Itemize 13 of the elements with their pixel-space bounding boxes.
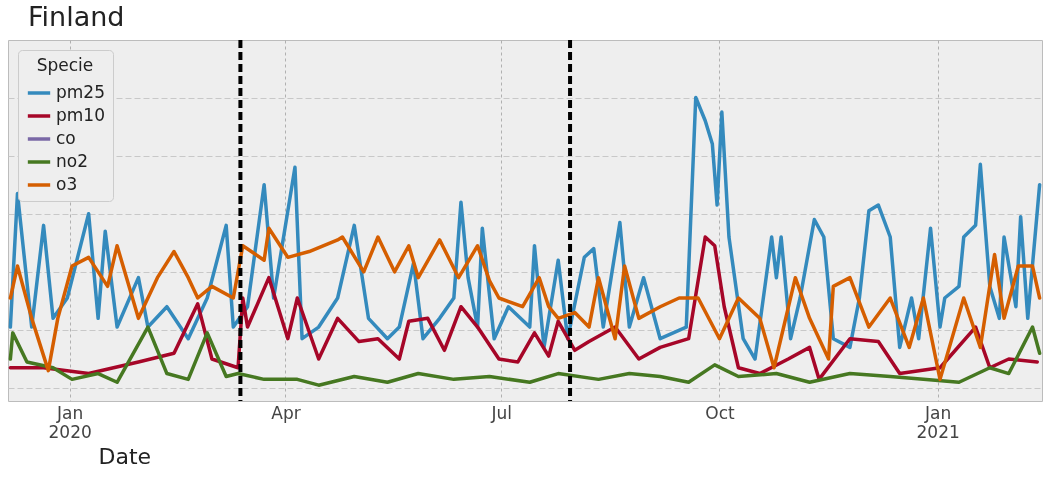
x-tick-label: Jan 2021 — [916, 402, 960, 442]
x-tick-label: Jul — [490, 402, 513, 423]
x-tick-label: Jan 2020 — [48, 402, 92, 442]
legend-label: no2 — [56, 151, 88, 171]
legend-label: co — [56, 128, 76, 148]
legend-label: o3 — [56, 174, 78, 194]
legend-label: pm25 — [56, 82, 105, 102]
x-tick-label: Oct — [705, 402, 735, 423]
x-axis-title: Date — [98, 443, 152, 469]
chart-title: Finland — [28, 1, 125, 32]
x-tick-label: Apr — [271, 402, 301, 423]
legend-label: pm10 — [56, 105, 105, 125]
legend-title: Specie — [36, 55, 94, 75]
